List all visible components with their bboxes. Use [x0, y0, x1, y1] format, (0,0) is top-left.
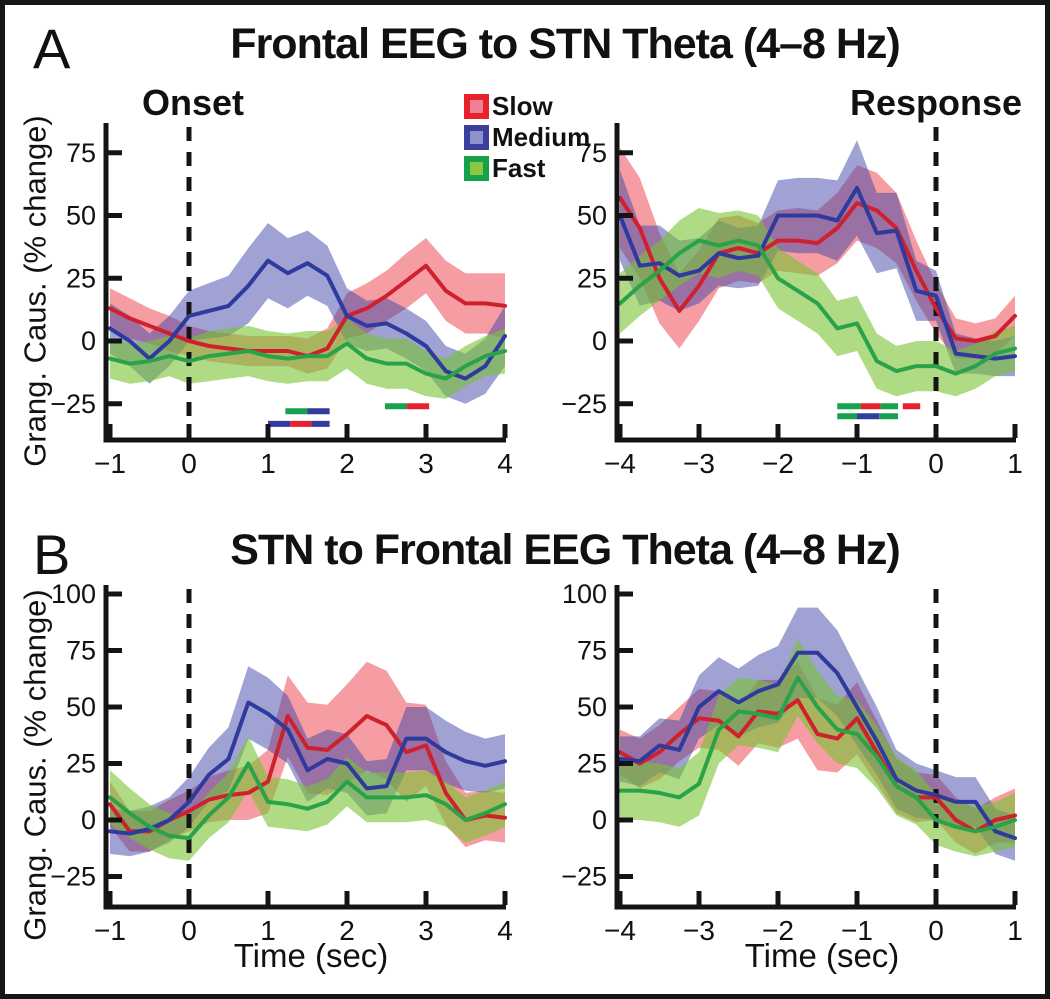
b-onset-line-fast: [108, 761, 507, 841]
b-onset-y-tick-label: −25: [50, 862, 96, 892]
a-response-y-tick-label: −25: [561, 389, 607, 419]
b-response-x-tick-label: −4: [604, 915, 636, 946]
b-response-y-tick-label: 25: [577, 749, 607, 779]
fast-swatch-icon: [464, 155, 489, 181]
b-response-x-tick-label: 0: [928, 915, 944, 946]
panel-a-letter: A: [33, 17, 71, 80]
a-onset-line-fast: [108, 341, 507, 381]
panel-a-title: Frontal EEG to STN Theta (4–8 Hz): [230, 20, 900, 68]
subplot-a-response: −25 0 25 50 75 −4 −3 −2 −1 0 1: [561, 123, 1023, 479]
b-onset-x-tick-label: −1: [94, 915, 126, 946]
legend-label-slow: Slow: [492, 91, 553, 121]
a-response-line-fast: [618, 238, 1017, 376]
a-response-x-tick-label: −1: [841, 448, 873, 479]
a-response-x-tick-label: −4: [604, 448, 636, 479]
b-response-x-tick-label: −3: [683, 915, 715, 946]
a-onset-x-tick-label: 2: [339, 448, 355, 479]
a-response-y-tick-label: 0: [592, 326, 607, 356]
b-onset-x-tick-label: 0: [181, 915, 197, 946]
b-onset-x-tick-label: 3: [418, 915, 434, 946]
a-response-x-tick-label: −3: [683, 448, 715, 479]
panel-a-response-label: Response: [849, 82, 1023, 123]
b-response-band-fast: [620, 639, 1015, 857]
b-response-x-tick-label: −2: [762, 915, 794, 946]
a-response-y-tick-label: 50: [577, 201, 607, 231]
a-onset-y-tick-label: 25: [66, 263, 96, 293]
legend-label-medium: Medium: [492, 122, 591, 152]
b-onset-band-fast: [110, 736, 505, 861]
subplot-a-onset: −25 0 25 50 75 −1 0 1 2 3 4: [50, 123, 513, 479]
a-response-x-tick-label: 0: [928, 448, 944, 479]
b-response-y-tick-label: 75: [577, 636, 607, 666]
a-response-y-tick-label: 75: [577, 138, 607, 168]
panel-b-title: STN to Frontal EEG Theta (4–8 Hz): [230, 526, 900, 574]
b-onset-line-slow: [108, 714, 507, 834]
b-response-line-fast: [618, 675, 1017, 834]
a-response-x-tick-label: −2: [762, 448, 794, 479]
a-onset-x-tick-label: 3: [418, 448, 434, 479]
a-onset-band-fast: [110, 318, 505, 399]
b-onset-line-medium: [108, 700, 507, 836]
medium-swatch-icon: [464, 124, 489, 150]
legend-item-slow: Slow: [464, 93, 590, 119]
a-onset-x-tick-label: 0: [181, 448, 197, 479]
b-response-line-medium: [618, 650, 1017, 841]
b-onset-x-tick-label: 1: [260, 915, 276, 946]
panel-b-letter: B: [33, 523, 71, 586]
legend-item-medium: Medium: [464, 124, 590, 150]
panel-a-ylabel: Grang. Caus. (% change): [17, 115, 53, 467]
b-response-line-slow: [618, 698, 1017, 834]
b-response-x-tick-label: −1: [841, 915, 873, 946]
b-onset-y-tick-label: 0: [81, 805, 96, 835]
a-response-line-medium: [618, 185, 1017, 361]
panel-a-onset-label: Onset: [141, 82, 245, 123]
a-response-x-tick-label: 1: [1007, 448, 1023, 479]
a-onset-y-tick-label: −25: [50, 389, 96, 419]
legend-item-fast: Fast: [464, 155, 590, 181]
time-axis-label-right: Time (sec): [744, 937, 900, 974]
b-onset-band-medium: [110, 666, 505, 857]
b-response-y-tick-label: 0: [592, 805, 607, 835]
slow-swatch-icon: [464, 93, 489, 119]
a-onset-y-tick-label: 75: [66, 138, 96, 168]
b-response-y-tick-label: −25: [561, 862, 607, 892]
a-onset-x-tick-label: 1: [260, 448, 276, 479]
time-axis-label-left: Time (sec): [233, 937, 389, 974]
b-response-y-tick-label: 100: [562, 579, 607, 609]
b-onset-y-tick-label: 25: [66, 749, 96, 779]
b-onset-x-tick-label: 4: [497, 915, 513, 946]
b-onset-y-tick-label: 100: [51, 579, 96, 609]
a-onset-x-tick-label: 4: [497, 448, 513, 479]
b-response-y-tick-label: 50: [577, 692, 607, 722]
b-onset-x-tick-label: 2: [339, 915, 355, 946]
subplot-b-onset: −25 0 25 50 75 100 −1 0 1 2 3 4: [50, 579, 513, 946]
subplot-b-response: −25 0 25 50 75 100 −4 −3 −2 −1 0 1: [561, 579, 1023, 946]
a-onset-y-tick-label: 50: [66, 201, 96, 231]
a-response-y-tick-label: 25: [577, 263, 607, 293]
b-response-x-tick-label: 1: [1007, 915, 1023, 946]
b-onset-y-tick-label: 50: [66, 692, 96, 722]
a-onset-line-medium: [108, 258, 507, 381]
a-onset-y-tick-label: 0: [81, 326, 96, 356]
legend: Slow Medium Fast: [464, 93, 590, 181]
a-response-band-medium: [620, 140, 1015, 377]
panel-b-ylabel: Grang. Caus. (% change): [17, 589, 53, 941]
a-onset-x-tick-label: −1: [94, 448, 126, 479]
b-onset-y-tick-label: 75: [66, 636, 96, 666]
legend-label-fast: Fast: [492, 153, 546, 183]
